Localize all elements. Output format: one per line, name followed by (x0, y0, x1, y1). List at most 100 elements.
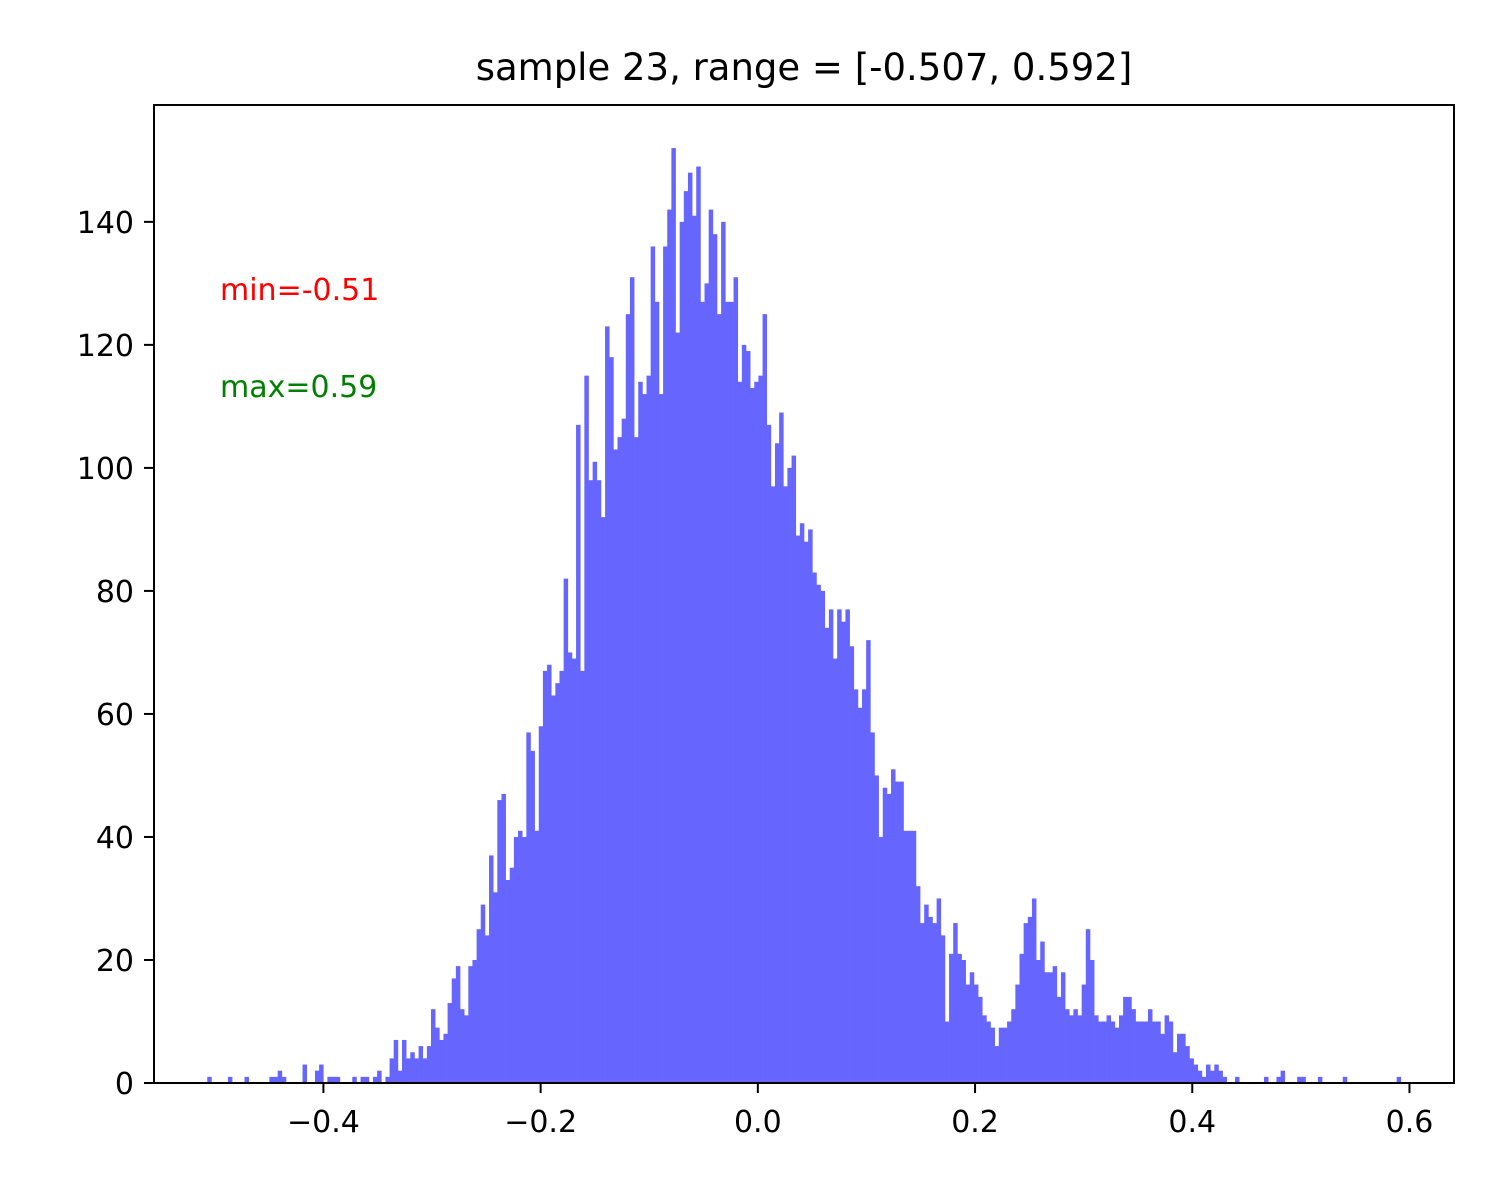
histogram-bar (1131, 1009, 1136, 1083)
histogram-bar (1073, 1009, 1078, 1083)
histogram-bar (978, 996, 983, 1083)
histogram-bar (716, 314, 722, 1083)
histogram-bar (1172, 1052, 1178, 1083)
histogram-bar (1027, 916, 1033, 1083)
histogram-bar (588, 480, 593, 1084)
histogram-bar (1164, 1015, 1170, 1083)
histogram-bar (1123, 996, 1128, 1083)
histogram-bar (957, 953, 962, 1083)
y-tick-label: 100 (77, 452, 134, 487)
histogram-bar (907, 830, 913, 1083)
histogram-bar (1189, 1058, 1194, 1083)
histogram-bar (1297, 1076, 1302, 1083)
histogram-bar (1235, 1076, 1240, 1083)
histogram-bar (712, 234, 718, 1084)
histogram-bar (472, 959, 477, 1083)
histogram-bar (849, 646, 855, 1083)
histogram-bar (613, 449, 618, 1083)
histogram-bar (567, 652, 573, 1083)
histogram-bar (770, 486, 776, 1083)
histogram-bar (1160, 1033, 1165, 1083)
histogram-bar (1007, 1021, 1012, 1083)
histogram-bar (1168, 1021, 1174, 1083)
histogram-bar (443, 1033, 448, 1083)
x-tick-label: −0.2 (504, 1105, 577, 1140)
histogram-bar (911, 830, 917, 1083)
histogram-bar (895, 781, 900, 1083)
histogram-bars (207, 148, 1402, 1084)
histogram-bar (828, 609, 834, 1083)
histogram-bar (547, 664, 552, 1083)
histogram-bar (750, 387, 755, 1083)
histogram-bar (1077, 1015, 1083, 1083)
histogram-bar (1065, 1009, 1070, 1083)
histogram-bar (617, 437, 622, 1083)
histogram-bar (866, 640, 871, 1083)
histogram-bar (1110, 1021, 1116, 1083)
histogram-bar (377, 1070, 382, 1083)
histogram-bar (476, 929, 482, 1083)
histogram-bar (431, 1009, 436, 1083)
histogram-bar (1118, 1015, 1124, 1083)
histogram-bar (227, 1076, 233, 1083)
histogram-bar (513, 836, 519, 1083)
histogram-bar (1193, 1064, 1199, 1083)
histogram-bar (924, 904, 929, 1083)
histogram-bar (451, 978, 457, 1083)
histogram-bar (779, 412, 784, 1083)
x-tick-label: 0.4 (1168, 1105, 1216, 1140)
histogram-bar (1060, 972, 1066, 1083)
histogram-bar (1011, 1009, 1016, 1083)
histogram-bar (534, 830, 540, 1083)
histogram-bar (596, 480, 602, 1084)
histogram-bar (667, 209, 672, 1083)
y-tick-label: 40 (96, 821, 134, 856)
histogram-bar (1139, 1021, 1145, 1083)
histogram-bar (360, 1076, 366, 1083)
histogram-bar (530, 750, 535, 1083)
histogram-bar (489, 855, 494, 1083)
histogram-bar (737, 381, 743, 1083)
histogram-bar (1135, 1021, 1141, 1083)
histogram-bar (820, 590, 826, 1083)
histogram-bar (302, 1064, 308, 1083)
histogram-bar (505, 880, 511, 1083)
histogram-bar (1102, 1021, 1107, 1083)
histogram-bar (1206, 1064, 1211, 1083)
histogram-bar (605, 326, 610, 1083)
histogram-bar (1176, 1033, 1182, 1083)
histogram-bar (1185, 1046, 1190, 1083)
histogram-bar (327, 1076, 332, 1083)
histogram-bar (953, 923, 958, 1083)
histogram-bar (501, 793, 506, 1083)
histogram-bar (559, 670, 564, 1083)
histogram-bar (1210, 1070, 1215, 1083)
histogram-bar (646, 375, 652, 1083)
histogram-bar (841, 621, 846, 1083)
histogram-bar (518, 830, 523, 1083)
histogram-bar (542, 670, 548, 1083)
histogram-bar (762, 314, 768, 1083)
histogram-bar (1002, 1027, 1008, 1083)
histogram-bar (663, 246, 668, 1084)
histogram-bar (1069, 1015, 1074, 1083)
histogram-bar (1264, 1076, 1269, 1083)
histogram-bar (795, 535, 801, 1083)
histogram-bar (862, 689, 867, 1083)
histogram-bar (281, 1076, 287, 1083)
histogram-bar (372, 1076, 378, 1083)
x-axis: −0.4 −0.2 0.0 0.2 0.4 0.6 (287, 1083, 1433, 1140)
histogram-bar (741, 344, 747, 1083)
histogram-bar (1106, 1015, 1112, 1083)
histogram-bar (654, 301, 660, 1084)
histogram-bar (986, 1021, 991, 1083)
histogram-bar (480, 904, 486, 1083)
histogram-bar (891, 769, 896, 1083)
histogram-bar (1276, 1076, 1281, 1083)
x-tick-label: 0.2 (951, 1105, 999, 1140)
histogram-bar (998, 1027, 1004, 1083)
histogram-bar (1396, 1076, 1402, 1083)
histogram-bar (754, 381, 759, 1083)
histogram-bar (936, 898, 942, 1083)
